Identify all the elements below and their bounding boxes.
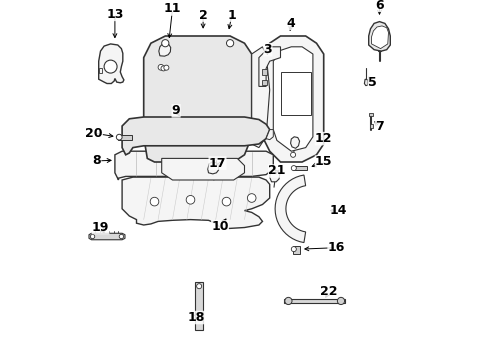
- Text: 22: 22: [320, 285, 337, 298]
- Text: 15: 15: [314, 156, 332, 168]
- Circle shape: [186, 195, 194, 204]
- Circle shape: [291, 247, 296, 252]
- Polygon shape: [99, 68, 102, 73]
- Text: 10: 10: [211, 220, 228, 233]
- Polygon shape: [251, 47, 269, 148]
- Text: 2: 2: [198, 9, 207, 22]
- Polygon shape: [122, 177, 269, 229]
- Text: 6: 6: [374, 0, 383, 12]
- Bar: [292, 166, 306, 170]
- Circle shape: [291, 166, 296, 171]
- Text: 14: 14: [329, 204, 346, 217]
- Text: 12: 12: [314, 132, 332, 145]
- Bar: [118, 135, 132, 140]
- Circle shape: [290, 152, 295, 157]
- Text: 18: 18: [187, 311, 204, 324]
- Bar: [292, 246, 299, 254]
- Circle shape: [226, 40, 233, 47]
- Circle shape: [158, 64, 163, 70]
- Bar: [261, 69, 266, 75]
- Text: 8: 8: [92, 154, 101, 167]
- Polygon shape: [265, 130, 273, 140]
- Polygon shape: [269, 170, 279, 182]
- Text: 17: 17: [208, 157, 226, 170]
- Polygon shape: [290, 137, 299, 148]
- Circle shape: [247, 194, 256, 202]
- Bar: [369, 124, 372, 128]
- Text: 9: 9: [171, 104, 180, 117]
- Circle shape: [284, 297, 291, 305]
- Polygon shape: [364, 79, 367, 86]
- Polygon shape: [262, 36, 323, 162]
- Text: 7: 7: [374, 120, 383, 133]
- Circle shape: [222, 197, 230, 206]
- Polygon shape: [368, 22, 389, 51]
- Bar: [280, 72, 310, 115]
- Circle shape: [196, 284, 201, 289]
- Polygon shape: [275, 175, 305, 243]
- Text: 20: 20: [85, 127, 102, 140]
- Bar: [284, 299, 345, 303]
- Text: 16: 16: [327, 241, 344, 254]
- Circle shape: [162, 40, 168, 47]
- Polygon shape: [207, 162, 218, 174]
- Circle shape: [104, 60, 117, 73]
- Circle shape: [116, 134, 122, 140]
- Polygon shape: [115, 151, 273, 180]
- Text: 1: 1: [227, 9, 236, 22]
- Polygon shape: [371, 26, 387, 49]
- Polygon shape: [99, 44, 123, 84]
- Text: 19: 19: [92, 221, 109, 234]
- Text: 13: 13: [106, 8, 123, 21]
- Text: 21: 21: [267, 165, 285, 177]
- Text: 3: 3: [263, 43, 272, 56]
- Polygon shape: [143, 36, 251, 162]
- Polygon shape: [273, 47, 312, 151]
- Polygon shape: [122, 117, 269, 155]
- Circle shape: [161, 66, 166, 71]
- Text: 5: 5: [367, 76, 376, 89]
- Text: 11: 11: [163, 3, 181, 15]
- Text: 4: 4: [286, 17, 295, 30]
- Circle shape: [150, 197, 159, 206]
- Bar: [261, 80, 266, 85]
- Polygon shape: [159, 43, 170, 56]
- Polygon shape: [89, 233, 125, 240]
- Circle shape: [163, 65, 168, 70]
- Bar: [368, 113, 372, 116]
- Polygon shape: [162, 158, 244, 180]
- Polygon shape: [258, 47, 280, 86]
- Circle shape: [119, 234, 123, 239]
- Circle shape: [90, 234, 95, 239]
- Circle shape: [337, 297, 344, 305]
- Bar: [195, 282, 203, 330]
